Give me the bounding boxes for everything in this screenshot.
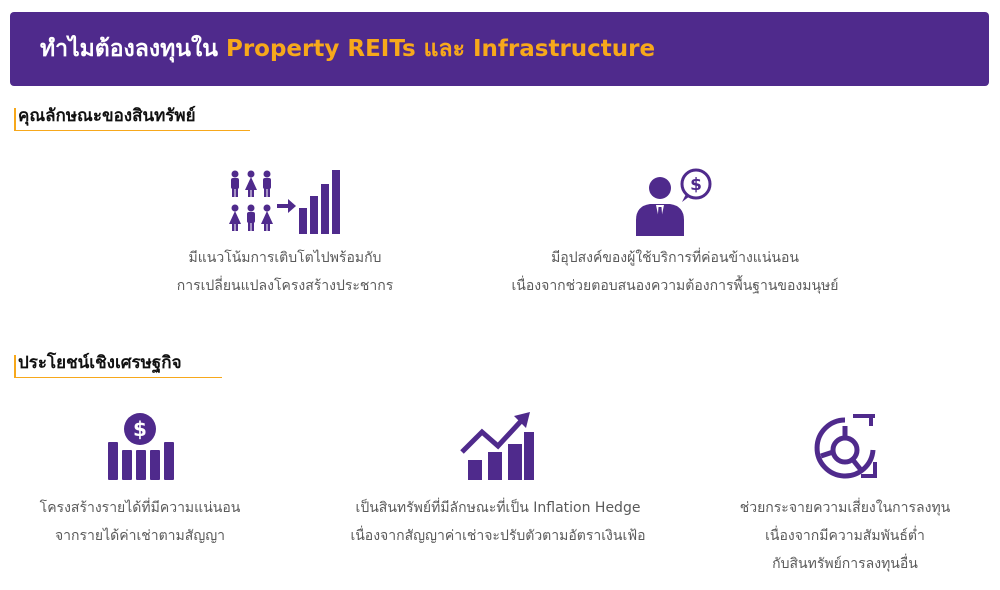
svg-text:$: $ [690, 175, 702, 195]
caption-line: การเปลี่ยนแปลงโครงสร้างประชากร [176, 278, 394, 294]
trend-up-chart-icon [460, 412, 534, 480]
caption-line: เนื่องจากสัญญาค่าเช่าจะปรับตัวตามอัตราเง… [350, 528, 646, 544]
page-title-accent: Property REITs และ Infrastructure [225, 36, 656, 62]
caption-line: กับสินทรัพย์การลงทุนอื่น [772, 556, 918, 572]
caption-line: เนื่องจากมีความสัมพันธ์ต่ำ [765, 528, 925, 544]
population-growth-icon [229, 170, 340, 234]
dollar-bars-icon: $ [108, 413, 174, 480]
svg-text:$: $ [133, 417, 147, 441]
benefit-stable-income: $ โครงสร้างรายได้ที่มีความแน่นอน จากรายไ… [20, 412, 260, 550]
caption-line: ช่วยกระจายความเสี่ยงในการลงทุน [739, 500, 951, 516]
caption-line: เนื่องจากช่วยตอบสนองความต้องการพื้นฐานขอ… [511, 278, 839, 294]
benefit-inflation-hedge: เป็นสินทรัพย์ที่มีลักษณะที่เป็น Inflatio… [318, 412, 678, 550]
feature-population-growth: มีแนวโน้มการเติบโตไปพร้อมกับ การเปลี่ยนแ… [130, 168, 440, 300]
caption-line: เป็นสินทรัพย์ที่มีลักษณะที่เป็น Inflatio… [355, 500, 641, 516]
benefit-risk-diversification: ช่วยกระจายความเสี่ยงในการลงทุน เนื่องจาก… [715, 412, 975, 578]
caption-line: มีอุปสงค์ของผู้ใช้บริการที่ค่อนข้างแน่นอ… [551, 250, 799, 266]
caption-line: โครงสร้างรายได้ที่มีความแน่นอน [39, 500, 241, 516]
title-banner: ทำไมต้องลงทุนใน Property REITs และ Infra… [10, 12, 989, 86]
caption-line: มีแนวโน้มการเติบโตไปพร้อมกับ [188, 250, 382, 266]
page-title-thai: ทำไมต้องลงทุนใน [40, 36, 218, 62]
page-title: ทำไมต้องลงทุนใน Property REITs และ Infra… [40, 12, 655, 86]
businessman-dollar-icon: $ [636, 168, 712, 236]
caption-line: จากรายได้ค่าเช่าตามสัญญา [54, 528, 226, 544]
feature-stable-demand: $ มีอุปสงค์ของผู้ใช้บริการที่ค่อนข้างแน่… [475, 168, 875, 300]
diversification-pie-icon [814, 414, 877, 479]
